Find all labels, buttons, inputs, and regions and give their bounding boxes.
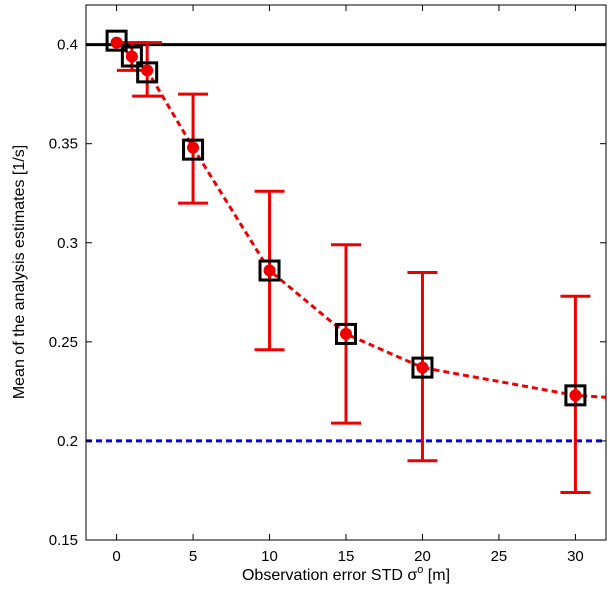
square-marker (182, 138, 205, 161)
x-tick-label: 20 (414, 548, 431, 565)
data-point (141, 64, 154, 77)
x-tick-label: 10 (261, 548, 278, 565)
square-marker (258, 259, 281, 282)
data-point (416, 361, 429, 374)
x-tick-label: 5 (189, 548, 197, 565)
markers (105, 29, 587, 407)
square-marker (411, 356, 434, 379)
reference-lines (86, 43, 606, 443)
square-marker (136, 61, 159, 84)
y-tick-label: 0.3 (57, 235, 78, 252)
data-point (569, 389, 582, 402)
x-axis-label-superscript: o (417, 564, 423, 576)
square-marker (335, 322, 357, 345)
x-axis-label-text: Observation error STD σ (242, 567, 417, 584)
x-tick-label: 30 (567, 548, 584, 565)
y-axis-label: Mean of the analysis estimates [1/s] (11, 145, 28, 399)
x-axis-label-unit: [m] (423, 567, 450, 584)
data-point (110, 36, 123, 49)
error-bars (116, 41, 591, 494)
x-tick-label: 15 (338, 548, 355, 565)
data-point (263, 264, 276, 277)
y-tick-label: 0.4 (57, 37, 78, 54)
x-axis: 0 5 10 15 20 25 30 (112, 5, 584, 565)
y-tick-label: 0.35 (49, 136, 78, 153)
y-tick-label: 0.25 (49, 334, 78, 351)
data-point (340, 327, 352, 340)
square-marker (564, 384, 587, 407)
y-tick-label: 0.15 (49, 532, 78, 549)
data-point (125, 50, 138, 63)
y-axis: 0.15 0.2 0.25 0.3 0.35 0.4 (49, 37, 606, 549)
x-tick-label: 0 (112, 548, 120, 565)
y-tick-label: 0.2 (57, 433, 78, 450)
square-marker (105, 29, 128, 52)
square-marker (120, 45, 143, 68)
x-axis-label: Observation error STD σo [m] (242, 564, 450, 584)
x-tick-label: 25 (491, 548, 508, 565)
data-point (187, 141, 200, 154)
